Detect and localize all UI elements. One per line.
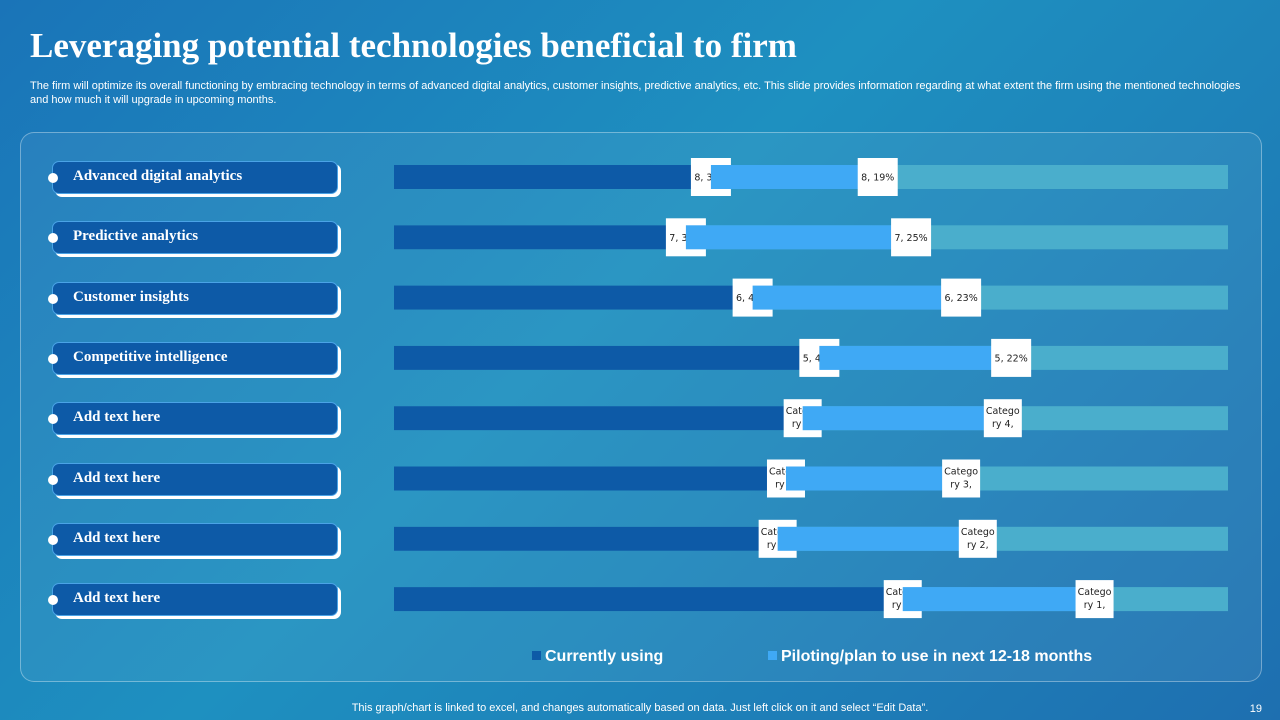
data-label-text: ry 4, bbox=[992, 419, 1014, 430]
legend-label-current: Currently using bbox=[545, 648, 664, 665]
page-title: Leveraging potential technologies benefi… bbox=[30, 26, 797, 65]
bullet-dot-icon bbox=[48, 353, 58, 364]
category-pill: Add text here bbox=[48, 462, 338, 496]
category-label: Add text here bbox=[73, 590, 161, 607]
bullet-dot-icon bbox=[48, 534, 58, 545]
bullet-dot-icon bbox=[48, 293, 58, 304]
data-label-text: Catego bbox=[986, 406, 1020, 417]
bar-piloting bbox=[819, 345, 1012, 370]
bar-piloting bbox=[710, 165, 878, 189]
data-label-piloting: 8, 19% bbox=[857, 158, 898, 196]
data-label-box bbox=[991, 338, 1032, 377]
bar-current bbox=[394, 165, 711, 189]
data-label-piloting: Catego ry 2, bbox=[958, 519, 997, 558]
data-label-piloting: 5, 22% bbox=[991, 338, 1032, 377]
category-label: Customer insights bbox=[73, 288, 189, 305]
data-label-text: 7, 25% bbox=[894, 233, 927, 244]
data-label-piloting: 6, 23% bbox=[941, 278, 982, 317]
data-label-text: 6, 23% bbox=[945, 293, 978, 304]
legend-item-current: Currently using bbox=[532, 648, 663, 668]
data-label-piloting: Catego ry 3, bbox=[942, 459, 981, 498]
bar-piloting bbox=[785, 466, 962, 491]
category-pill: Predictive analytics bbox=[48, 221, 338, 255]
bullet-dot-icon bbox=[48, 173, 58, 183]
bullet-dot-icon bbox=[48, 414, 58, 425]
bar-current bbox=[394, 587, 903, 612]
bullet-dot-icon bbox=[48, 595, 58, 606]
data-label-piloting: Catego ry 4, bbox=[983, 399, 1022, 438]
bar-piloting bbox=[685, 225, 912, 250]
bar-current bbox=[394, 466, 786, 491]
data-label-box bbox=[857, 158, 898, 196]
page-number: 19 bbox=[1249, 703, 1262, 715]
data-label-text: Catego bbox=[944, 467, 978, 478]
category-pill: Advanced digital analytics bbox=[48, 161, 338, 194]
category-label: Predictive analytics bbox=[73, 228, 199, 245]
page-subtitle: The firm will optimize its overall funct… bbox=[30, 80, 1241, 106]
category-pill: Add text here bbox=[48, 402, 338, 436]
data-label-piloting: Catego ry 1, bbox=[1075, 580, 1114, 619]
data-label-piloting: 7, 25% bbox=[891, 218, 932, 257]
data-label-text: Catego bbox=[961, 527, 995, 538]
data-label-box bbox=[941, 278, 982, 317]
data-label-box bbox=[983, 399, 1022, 438]
category-label: Add text here bbox=[73, 529, 161, 546]
bullet-dot-icon bbox=[48, 474, 58, 485]
bar-piloting bbox=[902, 587, 1095, 612]
category-label: Advanced digital analytics bbox=[73, 168, 243, 184]
bar-piloting bbox=[777, 526, 978, 551]
bar-current bbox=[394, 406, 803, 431]
data-label-box bbox=[958, 519, 997, 558]
bullet-dot-icon bbox=[48, 233, 58, 244]
category-pill: Add text here bbox=[48, 522, 338, 556]
data-label-text: 8, 19% bbox=[861, 173, 894, 184]
legend-item-piloting: Piloting/plan to use in next 12-18 month… bbox=[768, 648, 1092, 668]
category-label: Add text here bbox=[73, 469, 161, 486]
category-pill: Add text here bbox=[48, 583, 338, 617]
data-label-text: Catego bbox=[1078, 587, 1112, 598]
footer-note: This graph/chart is linked to excel, and… bbox=[351, 702, 929, 714]
data-label-text: ry 3, bbox=[950, 480, 972, 491]
data-label-text: ry 1, bbox=[1084, 600, 1106, 611]
data-label-text: 5, 22% bbox=[995, 353, 1028, 364]
bar-current bbox=[394, 345, 820, 370]
data-label-text: ry 2, bbox=[967, 540, 989, 551]
bar-piloting bbox=[752, 285, 962, 310]
bar-current bbox=[394, 225, 686, 250]
legend-label-piloting: Piloting/plan to use in next 12-18 month… bbox=[781, 648, 1093, 665]
category-pill: Competitive intelligence bbox=[48, 341, 338, 375]
data-label-box bbox=[891, 218, 932, 257]
legend-swatch-piloting bbox=[768, 651, 777, 660]
category-pill: Customer insights bbox=[48, 281, 338, 315]
data-label-box bbox=[1075, 580, 1114, 619]
bar-current bbox=[394, 526, 778, 551]
bar-piloting bbox=[802, 406, 1003, 431]
bar-current bbox=[394, 285, 753, 310]
legend-swatch-current bbox=[532, 651, 541, 660]
category-label: Competitive intelligence bbox=[73, 348, 228, 365]
category-label: Add text here bbox=[73, 409, 161, 426]
data-label-box bbox=[942, 459, 981, 498]
